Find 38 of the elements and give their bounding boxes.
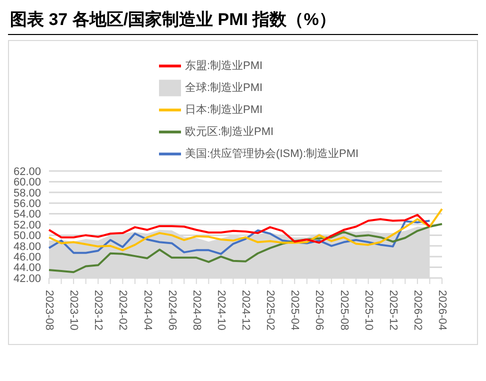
- x-tick-label: 2023-12: [92, 290, 104, 330]
- x-tick-label: 2026-02: [411, 290, 424, 330]
- y-tick-label: 46.00: [13, 252, 41, 264]
- x-tick-label: 2025-04: [288, 290, 301, 330]
- y-tick-label: 44.00: [13, 262, 41, 274]
- x-tick-label: 2024-06: [166, 290, 178, 330]
- y-tick-label: 42.00: [13, 272, 41, 285]
- legend-label: 日本:制造业PMI: [185, 104, 263, 116]
- x-tick-label: 2023-08: [43, 290, 55, 330]
- legend-label: 美国:供应管理协会(ISM):制造业PMI: [185, 148, 359, 160]
- x-tick-label: 2025-08: [338, 290, 350, 330]
- y-tick-label: 48.00: [13, 240, 41, 253]
- legend-label: 东盟:制造业PMI: [185, 60, 263, 72]
- x-tick-label: 2023-10: [68, 290, 80, 330]
- legend-label: 全球:制造业PMI: [185, 82, 263, 94]
- line-series: [48, 208, 443, 252]
- line-series: [48, 222, 443, 274]
- x-tick-label: 2025-12: [386, 290, 399, 330]
- y-tick-label: 60.00: [13, 176, 41, 189]
- line-series: [48, 214, 431, 244]
- y-tick-label: 52.00: [13, 219, 41, 232]
- x-tick-label: 2025-02: [264, 290, 276, 330]
- x-tick-label: 2024-04: [141, 290, 154, 330]
- x-tick-label: 2025-06: [313, 290, 326, 330]
- x-tick-label: 2025-10: [362, 290, 374, 330]
- x-tick-label: 2026-04: [436, 290, 448, 330]
- y-tick-label: 62.00: [13, 166, 41, 178]
- y-tick-label: 50.00: [13, 230, 41, 242]
- x-tick-label: 2024-12: [240, 290, 252, 330]
- y-tick-label: 58.00: [13, 187, 41, 200]
- x-tick-label: 2024-02: [116, 290, 129, 330]
- legend-label: 欧元区:制造业PMI: [185, 126, 274, 138]
- line-series: [48, 220, 431, 255]
- chart-title: 图表 37 各地区/国家制造业 PMI 指数（%）: [8, 8, 478, 35]
- y-tick-label: 54.00: [13, 208, 41, 221]
- x-tick-label: 2024-08: [190, 290, 202, 330]
- x-tick-label: 2024-10: [214, 290, 227, 330]
- y-tick-label: 56.00: [13, 198, 41, 210]
